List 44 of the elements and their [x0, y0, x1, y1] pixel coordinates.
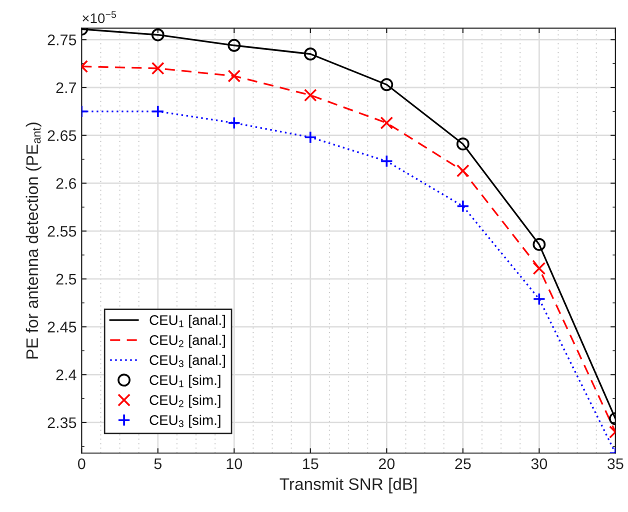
x-tick-label: 10 — [226, 458, 242, 470]
x-tick-label: 15 — [303, 458, 318, 470]
y-tick-label: 2.75 — [48, 34, 76, 46]
point — [532, 292, 546, 306]
x-tick-label: 25 — [455, 458, 471, 470]
legend-label: CEU$_{1}$ [anal.] — [150, 314, 225, 328]
point — [228, 116, 241, 130]
y-tick-label: 2.45 — [48, 322, 76, 332]
legend-label: CEU$_{3}$ [sim.] — [150, 414, 220, 428]
y-tick-label: 2.35 — [48, 417, 76, 428]
point — [532, 262, 546, 275]
point — [456, 200, 470, 213]
legend-label: CEU$_{3}$ [anal.] — [150, 354, 225, 368]
point — [151, 28, 164, 42]
legend-label: CEU$_{2}$ [sim.] — [150, 394, 220, 408]
point — [456, 138, 470, 150]
legend-label: CEU$_{2}$ [anal.] — [150, 334, 225, 348]
legend-label: CEU$_{1}$ [sim.] — [150, 374, 220, 388]
x-tick-label: 5 — [154, 458, 162, 470]
point — [304, 48, 317, 60]
point — [380, 78, 394, 92]
x-tick-label: 35 — [608, 458, 624, 470]
y-axis-title: PE for antenna detection (PE$_{ant}$) — [26, 122, 42, 358]
point — [304, 130, 317, 144]
y-tick-label: 2.5 — [56, 274, 76, 285]
x-tick-label: 20 — [378, 458, 395, 470]
y-tick-label: 2.4 — [56, 370, 76, 380]
point — [380, 154, 394, 168]
point — [228, 70, 241, 82]
y-tick-label: 2.65 — [48, 130, 76, 142]
point — [304, 88, 317, 102]
x-tick-label: 0 — [78, 458, 86, 470]
point — [151, 62, 164, 75]
point — [456, 164, 470, 178]
y-tick-label: 2.55 — [48, 226, 76, 237]
point — [380, 116, 394, 130]
point — [228, 38, 241, 52]
y-tick-label: 2.7 — [56, 82, 76, 94]
x-axis-title: Transmit SNR [dB] — [280, 478, 416, 494]
text: ×10$^{−5}$ — [82, 11, 116, 24]
y-tick-label: 2.6 — [56, 178, 76, 189]
point — [151, 104, 164, 118]
point — [532, 238, 546, 251]
x-tick-label: 30 — [531, 458, 548, 470]
